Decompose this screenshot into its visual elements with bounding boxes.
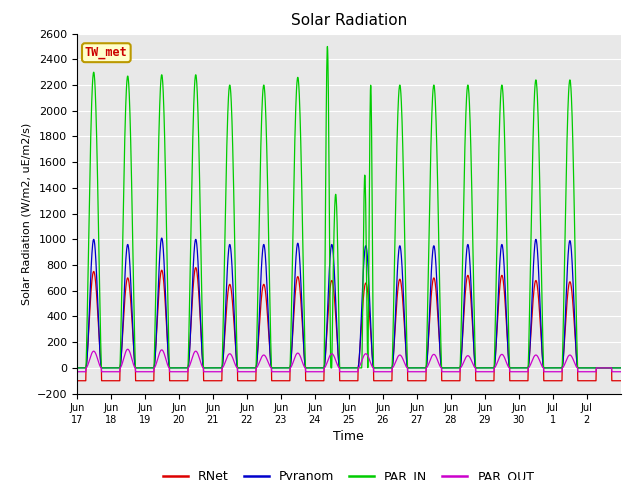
RNet: [73, 378, 81, 384]
X-axis label: Time: Time: [333, 431, 364, 444]
Text: TW_met: TW_met: [85, 46, 128, 59]
RNet: [617, 378, 625, 384]
RNet: [192, 265, 200, 271]
Pyranom: [158, 235, 166, 241]
Line: PAR_IN: PAR_IN: [77, 47, 621, 368]
PAR_IN: [609, 365, 617, 371]
PAR_OUT: [245, 369, 253, 374]
RNet: [381, 378, 389, 384]
PAR_OUT: [381, 369, 389, 374]
PAR_OUT: [124, 347, 131, 352]
RNet: [513, 378, 520, 384]
PAR_OUT: [543, 369, 551, 374]
PAR_OUT: [617, 369, 625, 374]
PAR_IN: [513, 365, 520, 371]
PAR_IN: [381, 365, 389, 371]
Line: Pyranom: Pyranom: [77, 238, 621, 368]
Pyranom: [543, 365, 551, 371]
PAR_OUT: [73, 369, 81, 374]
Pyranom: [245, 365, 253, 371]
PAR_OUT: [513, 369, 520, 374]
RNet: [245, 378, 253, 384]
RNet: [609, 378, 617, 384]
PAR_IN: [324, 44, 332, 49]
Line: RNet: RNet: [77, 268, 621, 381]
Pyranom: [617, 365, 625, 371]
Legend: RNet, Pyranom, PAR_IN, PAR_OUT: RNet, Pyranom, PAR_IN, PAR_OUT: [158, 465, 540, 480]
PAR_IN: [73, 365, 81, 371]
PAR_IN: [244, 365, 252, 371]
Pyranom: [513, 365, 520, 371]
PAR_IN: [127, 157, 135, 163]
Title: Solar Radiation: Solar Radiation: [291, 13, 407, 28]
Pyranom: [73, 365, 81, 371]
Line: PAR_OUT: PAR_OUT: [77, 349, 621, 372]
PAR_OUT: [609, 369, 617, 374]
PAR_IN: [617, 365, 625, 371]
Pyranom: [127, 288, 135, 294]
Pyranom: [381, 365, 389, 371]
PAR_IN: [543, 365, 551, 371]
Y-axis label: Solar Radiation (W/m2, uE/m2/s): Solar Radiation (W/m2, uE/m2/s): [21, 122, 31, 305]
PAR_OUT: [127, 354, 135, 360]
Pyranom: [609, 365, 617, 371]
RNet: [543, 378, 551, 384]
RNet: [127, 304, 135, 310]
